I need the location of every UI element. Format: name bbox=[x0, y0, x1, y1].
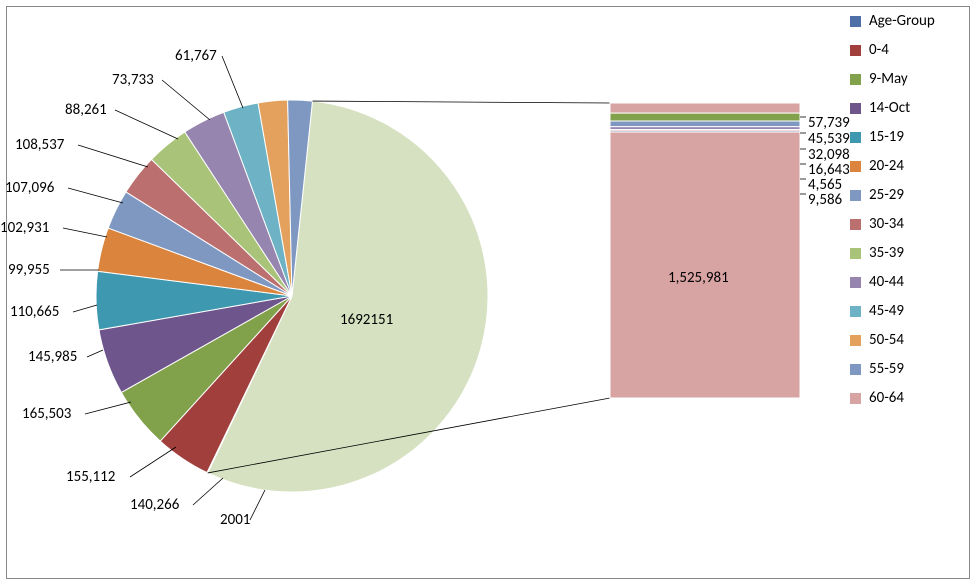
legend-label-age_group: Age-Group bbox=[869, 14, 935, 29]
legend-swatch-s9_may bbox=[850, 74, 861, 85]
label-s35_39: 107,096 bbox=[5, 179, 54, 197]
legend-label-s0_4: 0-4 bbox=[869, 43, 889, 58]
legend-swatch-s30_34 bbox=[850, 219, 861, 230]
legend-swatch-s20_24 bbox=[850, 161, 861, 172]
leader-s14_oct bbox=[85, 402, 131, 414]
legend-label-s40_44: 40-44 bbox=[869, 275, 904, 290]
label-s20_24: 110,665 bbox=[10, 303, 59, 321]
legend-label-s14_oct: 14-Oct bbox=[869, 101, 910, 116]
label-s0_4: 140,266 bbox=[130, 496, 179, 514]
leader-s15_19 bbox=[87, 350, 103, 357]
label-s30_34: 102,931 bbox=[0, 219, 49, 237]
legend-swatch-s60_64 bbox=[850, 393, 861, 404]
legend-label-s45_49: 45-49 bbox=[869, 304, 904, 319]
legend-item-s14_oct: 14-Oct bbox=[850, 101, 960, 116]
legend-item-s55_59: 55-59 bbox=[850, 362, 960, 377]
legend-swatch-s55_59 bbox=[850, 364, 861, 375]
legend-item-s20_24: 20-24 bbox=[850, 159, 960, 174]
legend-swatch-s15_19 bbox=[850, 132, 861, 143]
legend-label-s25_29: 25-29 bbox=[869, 188, 904, 203]
label-b_f: 57,739 bbox=[808, 114, 850, 132]
label-s15_19: 145,985 bbox=[28, 348, 77, 366]
legend-item-s15_19: 15-19 bbox=[850, 130, 960, 145]
legend-swatch-s25_29 bbox=[850, 190, 861, 201]
legend-item-s35_39: 35-39 bbox=[850, 246, 960, 261]
legend-label-s9_may: 9-May bbox=[869, 72, 908, 87]
leader-s50_54 bbox=[162, 80, 210, 120]
legend-swatch-s50_54 bbox=[850, 335, 861, 346]
legend-item-s50_54: 50-54 bbox=[850, 333, 960, 348]
legend-label-s15_19: 15-19 bbox=[869, 130, 904, 145]
legend-item-s25_29: 25-29 bbox=[850, 188, 960, 203]
leader-s9_may bbox=[130, 447, 176, 477]
legend-item-s45_49: 45-49 bbox=[850, 304, 960, 319]
label-s9_may: 155,112 bbox=[66, 468, 115, 486]
legend-item-s9_may: 9-May bbox=[850, 72, 960, 87]
leader-s45_49 bbox=[115, 110, 178, 139]
legend-swatch-s35_39 bbox=[850, 248, 861, 259]
label-b_e: 45,539 bbox=[808, 130, 850, 148]
legend-label-s50_54: 50-54 bbox=[869, 333, 904, 348]
label-b_d: 32,098 bbox=[808, 146, 850, 164]
legend-swatch-s14_oct bbox=[850, 103, 861, 114]
label-age_group: 2001 bbox=[220, 511, 250, 529]
label-s45_49: 88,261 bbox=[65, 101, 107, 119]
bar-seg-b_f bbox=[610, 103, 800, 113]
legend-item-s40_44: 40-44 bbox=[850, 275, 960, 290]
legend: Age-Group 0-4 9-May 14-Oct 15-19 20-24 25-29 30… bbox=[850, 14, 960, 420]
leader-s0_4 bbox=[193, 478, 223, 505]
label-s60_64: 1692151 bbox=[340, 311, 393, 329]
legend-label-s60_64: 60-64 bbox=[869, 391, 904, 406]
legend-swatch-age_group bbox=[850, 16, 861, 27]
label-s25_29: 99,955 bbox=[8, 261, 50, 279]
legend-item-s30_34: 30-34 bbox=[850, 217, 960, 232]
leader-age_group bbox=[250, 490, 265, 520]
leader-s55_59 bbox=[222, 56, 243, 108]
legend-label-s35_39: 35-39 bbox=[869, 246, 904, 261]
label-s40_44: 108,537 bbox=[15, 136, 64, 154]
legend-swatch-s40_44 bbox=[850, 277, 861, 288]
label-s55_59: 61,767 bbox=[175, 47, 217, 65]
legend-label-s20_24: 20-24 bbox=[869, 159, 904, 174]
legend-item-s60_64: 60-64 bbox=[850, 391, 960, 406]
legend-item-s0_4: 0-4 bbox=[850, 43, 960, 58]
leader-s40_44 bbox=[78, 145, 148, 167]
leader-s35_39 bbox=[68, 188, 123, 203]
connector-top bbox=[312, 101, 610, 103]
legend-swatch-s45_49 bbox=[850, 306, 861, 317]
legend-swatch-s0_4 bbox=[850, 45, 861, 56]
leader-s30_34 bbox=[63, 228, 107, 237]
label-s50_54: 73,733 bbox=[112, 71, 154, 89]
legend-label-s55_59: 55-59 bbox=[869, 362, 904, 377]
bar-seg-b_e bbox=[610, 113, 800, 121]
leader-s20_24 bbox=[73, 305, 97, 312]
label-b_main: 1,525,981 bbox=[668, 269, 729, 287]
legend-item-age_group: Age-Group bbox=[850, 14, 960, 29]
legend-label-s30_34: 30-34 bbox=[869, 217, 904, 232]
bar-seg-b_d bbox=[610, 121, 800, 127]
bar-seg-b_main bbox=[610, 132, 800, 398]
label-s14_oct: 165,503 bbox=[22, 405, 71, 423]
